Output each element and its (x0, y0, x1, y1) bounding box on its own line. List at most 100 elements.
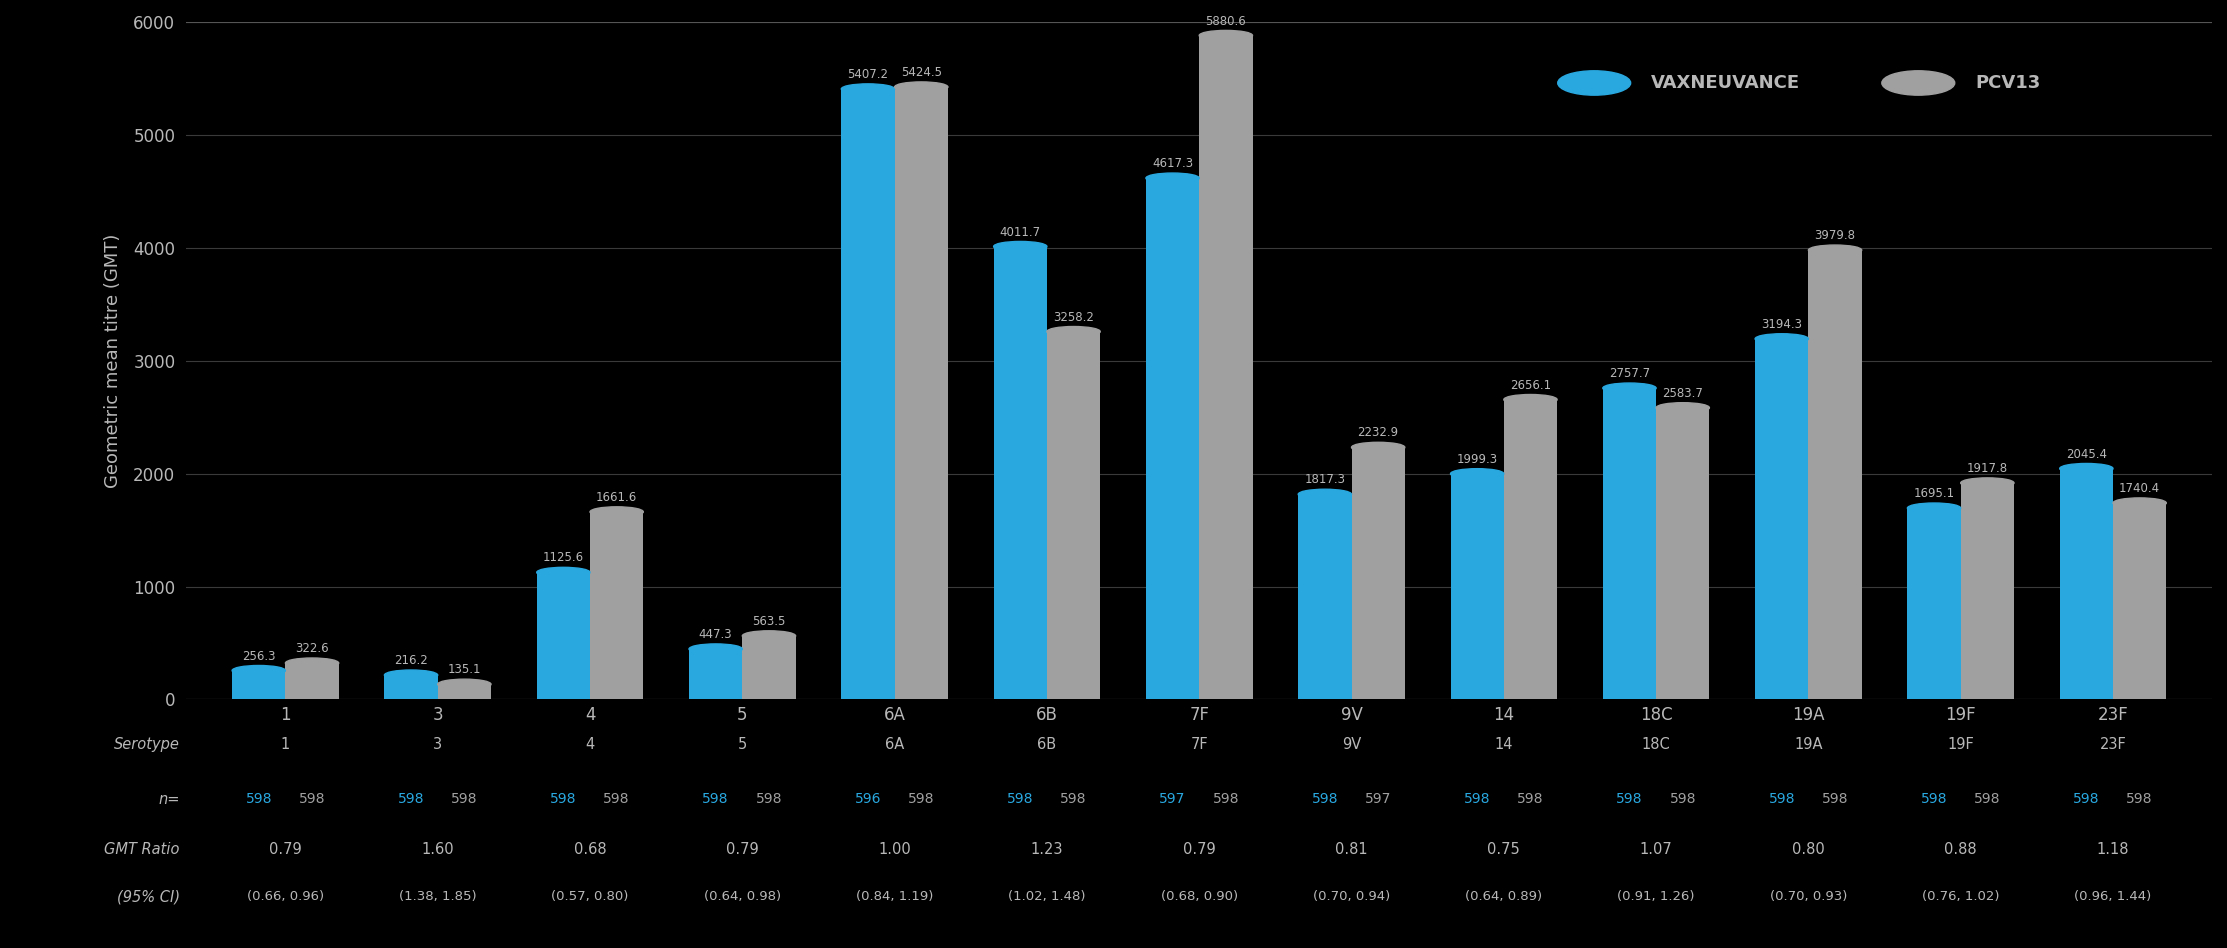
Text: 3979.8: 3979.8 (1815, 229, 1855, 242)
Ellipse shape (2113, 498, 2167, 508)
Text: 598: 598 (1007, 792, 1033, 806)
Text: (0.64, 0.98): (0.64, 0.98) (704, 890, 782, 903)
Bar (1198, 35, 1252, 700)
Text: (0.66, 0.96): (0.66, 0.96) (247, 890, 323, 903)
Text: 598: 598 (1463, 792, 1490, 806)
Text: 18C: 18C (1641, 738, 1670, 753)
Text: 1.60: 1.60 (421, 842, 454, 857)
Circle shape (1882, 71, 1955, 95)
Bar (1603, 388, 1657, 700)
Text: 4617.3: 4617.3 (1151, 157, 1194, 171)
Ellipse shape (993, 242, 1047, 251)
Ellipse shape (285, 658, 339, 668)
Text: 0.81: 0.81 (1336, 842, 1367, 857)
Bar (232, 670, 285, 700)
Text: 598: 598 (1768, 792, 1795, 806)
Text: (0.84, 1.19): (0.84, 1.19) (855, 890, 933, 903)
Bar (1047, 332, 1100, 700)
Ellipse shape (1352, 443, 1405, 452)
Ellipse shape (1450, 468, 1503, 479)
Text: 256.3: 256.3 (243, 649, 276, 663)
Text: 0.80: 0.80 (1793, 842, 1824, 857)
Text: n=: n= (158, 792, 180, 807)
Text: 0.68: 0.68 (575, 842, 606, 857)
Bar (1657, 408, 1710, 700)
Bar (590, 512, 644, 700)
Text: 322.6: 322.6 (296, 642, 330, 655)
Text: 598: 598 (1922, 792, 1946, 806)
Ellipse shape (1960, 478, 2013, 488)
Text: 598: 598 (1670, 792, 1697, 806)
Text: 135.1: 135.1 (448, 664, 481, 676)
Ellipse shape (1755, 334, 1808, 344)
Text: 0.79: 0.79 (726, 842, 759, 857)
Text: 1695.1: 1695.1 (1913, 487, 1955, 501)
Text: 597: 597 (1365, 792, 1392, 806)
Bar (895, 87, 949, 700)
Text: (1.02, 1.48): (1.02, 1.48) (1009, 890, 1087, 903)
Text: 9V: 9V (1343, 738, 1361, 753)
Text: 1999.3: 1999.3 (1456, 453, 1499, 465)
Text: 598: 598 (1214, 792, 1238, 806)
Bar (285, 663, 339, 700)
Ellipse shape (1808, 245, 1862, 255)
Y-axis label: Geometric mean titre (GMT): Geometric mean titre (GMT) (105, 233, 122, 488)
Text: 7F: 7F (1191, 738, 1207, 753)
Text: GMT Ratio: GMT Ratio (105, 842, 180, 857)
Ellipse shape (537, 567, 590, 577)
Text: (0.70, 0.94): (0.70, 0.94) (1314, 890, 1390, 903)
Text: 5: 5 (737, 738, 746, 753)
Bar (1352, 447, 1405, 700)
Text: 598: 598 (452, 792, 477, 806)
Text: Serotype: Serotype (114, 738, 180, 753)
Ellipse shape (842, 83, 895, 94)
Text: 2757.7: 2757.7 (1608, 367, 1650, 380)
Ellipse shape (1503, 394, 1557, 405)
Ellipse shape (742, 630, 795, 641)
Text: 1.00: 1.00 (877, 842, 911, 857)
Text: 1.07: 1.07 (1639, 842, 1672, 857)
Bar (385, 675, 439, 700)
Text: 0.79: 0.79 (1183, 842, 1216, 857)
Bar (1450, 474, 1503, 700)
Text: 598: 598 (1822, 792, 1848, 806)
Text: (0.57, 0.80): (0.57, 0.80) (552, 890, 628, 903)
Text: 2656.1: 2656.1 (1510, 378, 1550, 392)
Bar (537, 573, 590, 700)
Text: 598: 598 (1617, 792, 1644, 806)
Ellipse shape (1298, 489, 1352, 500)
Text: (0.76, 1.02): (0.76, 1.02) (1922, 890, 2000, 903)
Text: 0.75: 0.75 (1488, 842, 1521, 857)
Text: 597: 597 (1160, 792, 1185, 806)
Text: 596: 596 (855, 792, 882, 806)
Text: 1661.6: 1661.6 (597, 491, 637, 504)
Ellipse shape (1603, 383, 1657, 393)
Text: 598: 598 (298, 792, 325, 806)
Ellipse shape (590, 507, 644, 517)
Text: (0.91, 1.26): (0.91, 1.26) (1617, 890, 1695, 903)
Text: 5407.2: 5407.2 (848, 68, 889, 81)
Text: 1: 1 (281, 738, 290, 753)
Text: 598: 598 (1312, 792, 1338, 806)
Text: PCV13: PCV13 (1975, 74, 2040, 92)
Text: 1917.8: 1917.8 (1966, 462, 2009, 475)
Text: 598: 598 (1060, 792, 1087, 806)
Text: 0.88: 0.88 (1944, 842, 1978, 857)
Text: 1817.3: 1817.3 (1305, 473, 1345, 486)
Ellipse shape (1657, 403, 1710, 412)
Bar (1503, 399, 1557, 700)
Text: (0.70, 0.93): (0.70, 0.93) (1770, 890, 1846, 903)
Text: 1.23: 1.23 (1031, 842, 1062, 857)
Bar (1906, 508, 1960, 700)
Bar (2060, 468, 2113, 700)
Bar (993, 246, 1047, 700)
Bar (742, 636, 795, 700)
Text: 563.5: 563.5 (753, 615, 786, 628)
Text: 598: 598 (755, 792, 782, 806)
Text: (95% CI): (95% CI) (116, 889, 180, 904)
Text: 4011.7: 4011.7 (1000, 226, 1040, 239)
Bar (842, 89, 895, 700)
Text: 598: 598 (2127, 792, 2154, 806)
Text: (0.64, 0.89): (0.64, 0.89) (1465, 890, 1543, 903)
Text: 19A: 19A (1795, 738, 1822, 753)
